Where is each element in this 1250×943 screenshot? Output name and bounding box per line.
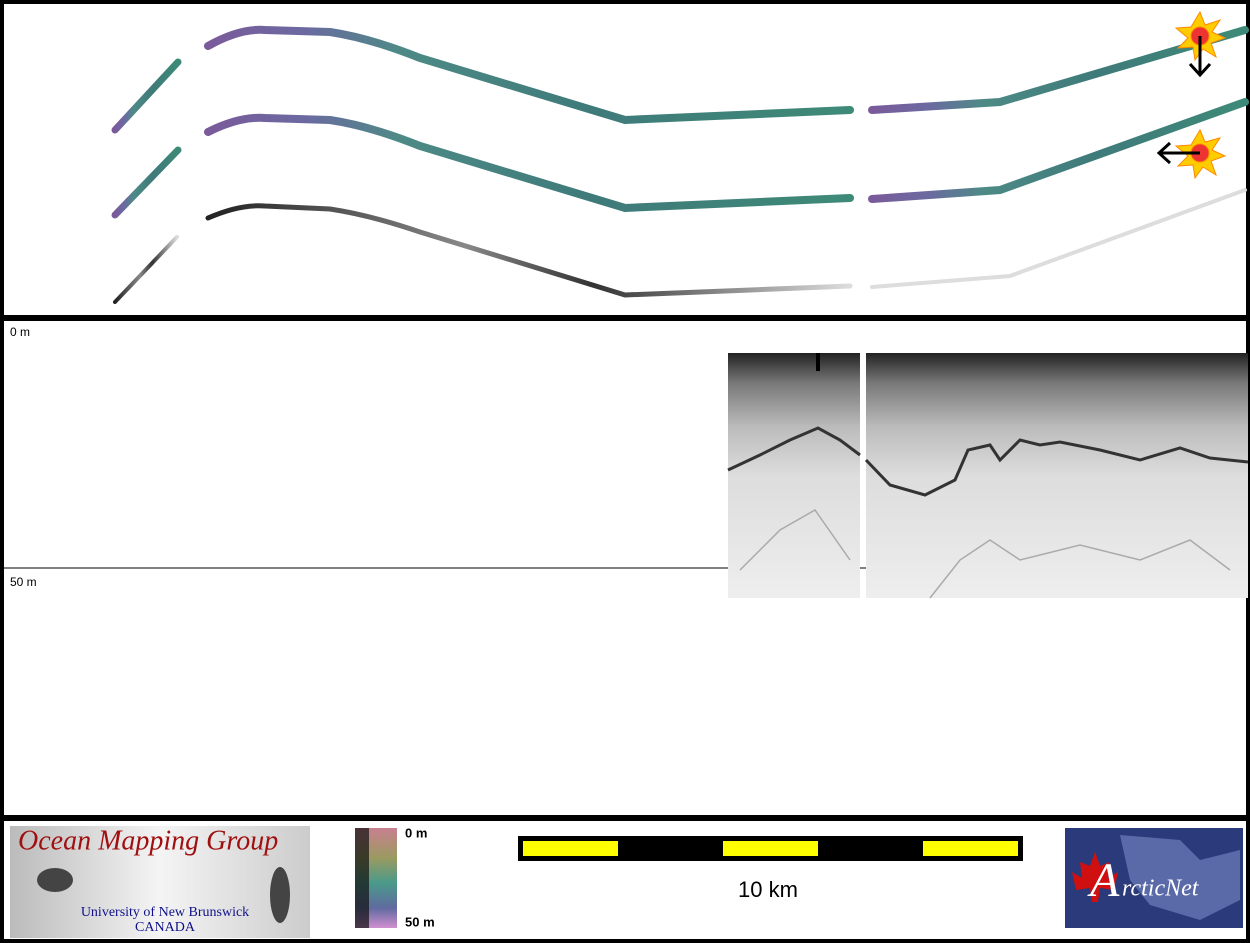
colorbar-label: 0 m xyxy=(405,825,427,840)
tracks xyxy=(111,25,1249,304)
depth-label: 50 m xyxy=(10,575,37,589)
track xyxy=(205,203,853,298)
logo-name: rcticNet xyxy=(1122,876,1200,902)
track xyxy=(870,188,1247,289)
scale-segment xyxy=(523,841,618,856)
logo-figure xyxy=(270,867,290,923)
logo-map xyxy=(1120,835,1240,920)
map-panel xyxy=(0,0,1250,319)
logo-title: Ocean Mapping Group xyxy=(18,825,278,856)
scale-label: 10 km xyxy=(738,877,798,902)
sonar-artifact xyxy=(816,353,820,371)
scale-segment xyxy=(923,841,1018,856)
sonar-image xyxy=(866,353,1248,598)
track xyxy=(111,58,182,134)
colorbar-label: 50 m xyxy=(405,914,435,929)
seafloor xyxy=(727,426,861,472)
sonar-image xyxy=(728,353,860,598)
logo-figure xyxy=(37,868,73,892)
seafloor xyxy=(864,438,1249,497)
ship-marker xyxy=(1156,128,1227,180)
track xyxy=(111,146,182,219)
depth-label: 0 m xyxy=(10,325,30,339)
logo-initial: A xyxy=(1087,854,1120,907)
logo-university: University of New Brunswick xyxy=(81,905,249,920)
scale-segment xyxy=(723,841,818,856)
track xyxy=(113,235,179,304)
track xyxy=(204,25,854,125)
logo-country: CANADA xyxy=(135,920,196,935)
multiple xyxy=(739,509,1231,599)
track xyxy=(868,98,1249,203)
track xyxy=(204,113,854,213)
ship-marker xyxy=(1174,10,1227,78)
maple-leaf xyxy=(1072,852,1118,902)
colorbar-shade xyxy=(355,828,369,928)
track xyxy=(868,26,1249,114)
